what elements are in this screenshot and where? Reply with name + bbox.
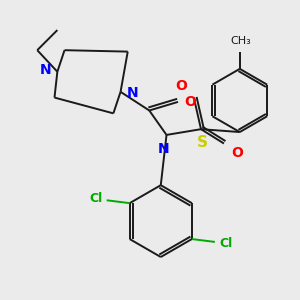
Text: N: N bbox=[158, 142, 170, 156]
Text: O: O bbox=[184, 95, 196, 109]
Text: Cl: Cl bbox=[89, 192, 102, 205]
Text: Cl: Cl bbox=[219, 237, 232, 250]
Text: O: O bbox=[231, 146, 243, 161]
Text: N: N bbox=[126, 86, 138, 100]
Text: CH₃: CH₃ bbox=[231, 36, 252, 46]
Text: N: N bbox=[40, 63, 52, 77]
Text: S: S bbox=[197, 135, 208, 150]
Text: O: O bbox=[175, 79, 187, 93]
